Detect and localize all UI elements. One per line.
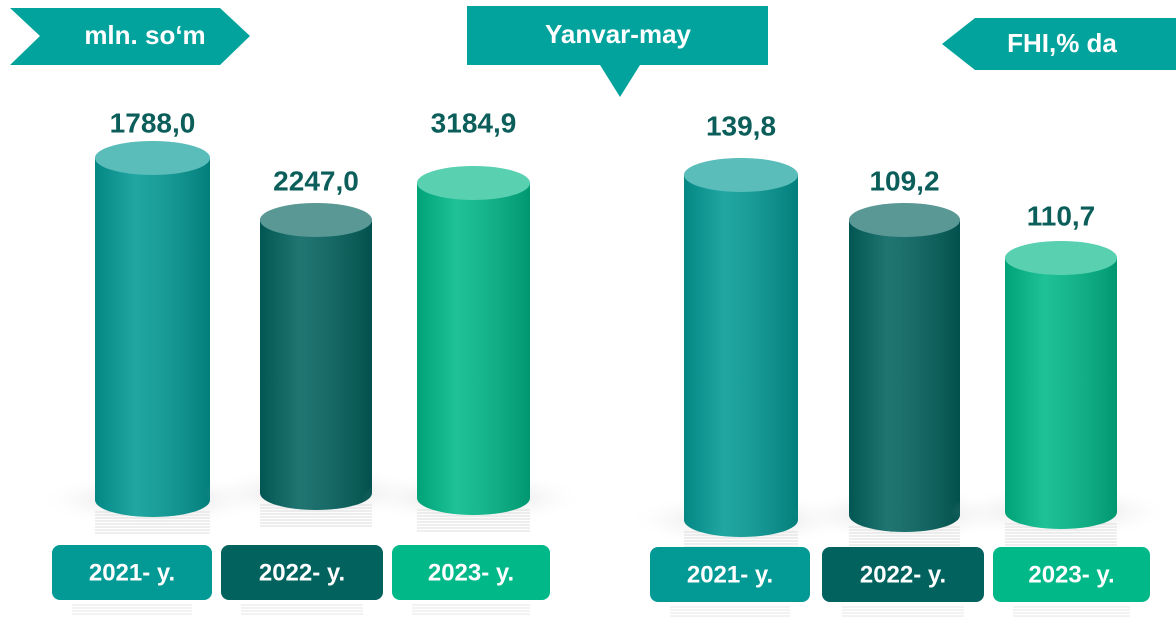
year-box [993,547,1150,602]
cylinder-top-highlight [1005,241,1117,275]
year-box [392,545,550,600]
cylinder-top-highlight [849,203,960,237]
value-label: 110,7 [1027,200,1096,231]
cylinder-shade [1005,258,1117,529]
cylinder-top [260,203,372,237]
year-box [221,545,383,600]
year-label: 2021- y. [687,561,773,588]
cylinder-top-highlight [260,203,372,237]
cylinder-shade [95,158,210,517]
left-unit-tag [10,8,250,65]
right-unit: FHI,% da [1007,28,1117,58]
value-label: 3184,9 [431,107,517,138]
cylinder-shade [849,220,960,532]
value-label: 139,8 [706,110,776,141]
year-label: 2021- y. [89,559,175,586]
cylinder-shade [260,220,372,510]
period-tag [467,6,768,97]
cylinder-top [849,203,960,237]
right-unit-tag [942,18,1176,70]
cylinder-top [417,166,530,200]
year-label: 2023- y. [428,559,514,586]
cylinder-shade [417,183,530,515]
year-label: 2022- y. [259,559,345,586]
cylinder-top-highlight [417,166,530,200]
year-box [822,547,984,602]
value-label: 1788,0 [110,107,196,138]
year-label: 2023- y. [1028,561,1114,588]
period: Yanvar-may [545,19,692,49]
cylinder-top-highlight [684,158,798,192]
year-box [52,545,212,600]
value-label: 109,2 [869,165,939,196]
left-unit: mln. so‘m [84,20,205,50]
value-label: 2247,0 [273,165,359,196]
cylinder-top [95,141,210,175]
year-label: 2022- y. [860,561,946,588]
cylinder-shade [684,175,798,537]
year-box [650,547,810,602]
cylinder-top [684,158,798,192]
cylinder-top [1005,241,1117,275]
cylinder-top-highlight [95,141,210,175]
